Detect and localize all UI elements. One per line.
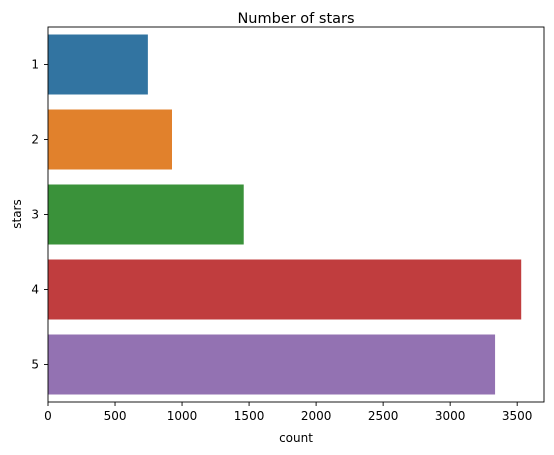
- bar-1: [48, 34, 148, 95]
- x-tick-label: 2000: [301, 409, 332, 423]
- bar-5: [48, 334, 496, 395]
- bar-2: [48, 109, 172, 170]
- x-axis-label: count: [279, 431, 313, 445]
- x-tick-label: 3500: [502, 409, 533, 423]
- y-tick-label: 1: [31, 58, 39, 72]
- x-tick-label: 0: [44, 409, 52, 423]
- bar-4: [48, 259, 522, 320]
- y-tick-label: 5: [31, 358, 39, 372]
- plot-frame: [47, 26, 545, 403]
- y-tick-label: 4: [31, 283, 39, 297]
- y-ticks-group: 1 2 3 4 5: [31, 58, 48, 372]
- x-tick-label: 1500: [234, 409, 265, 423]
- y-tick-label: 2: [31, 133, 39, 147]
- y-axis-label: stars: [10, 199, 24, 229]
- x-tick-label: 3000: [435, 409, 466, 423]
- x-tick-label: 2500: [368, 409, 399, 423]
- bars-group: [48, 34, 522, 395]
- chart-title: Number of stars: [237, 11, 354, 27]
- x-ticks-group: 0 500 1000 1500 2000 2500 3000 3500: [44, 402, 532, 423]
- x-tick-label: 500: [104, 409, 127, 423]
- bar-3: [48, 184, 244, 245]
- x-tick-label: 1000: [167, 409, 198, 423]
- y-tick-label: 3: [31, 208, 39, 222]
